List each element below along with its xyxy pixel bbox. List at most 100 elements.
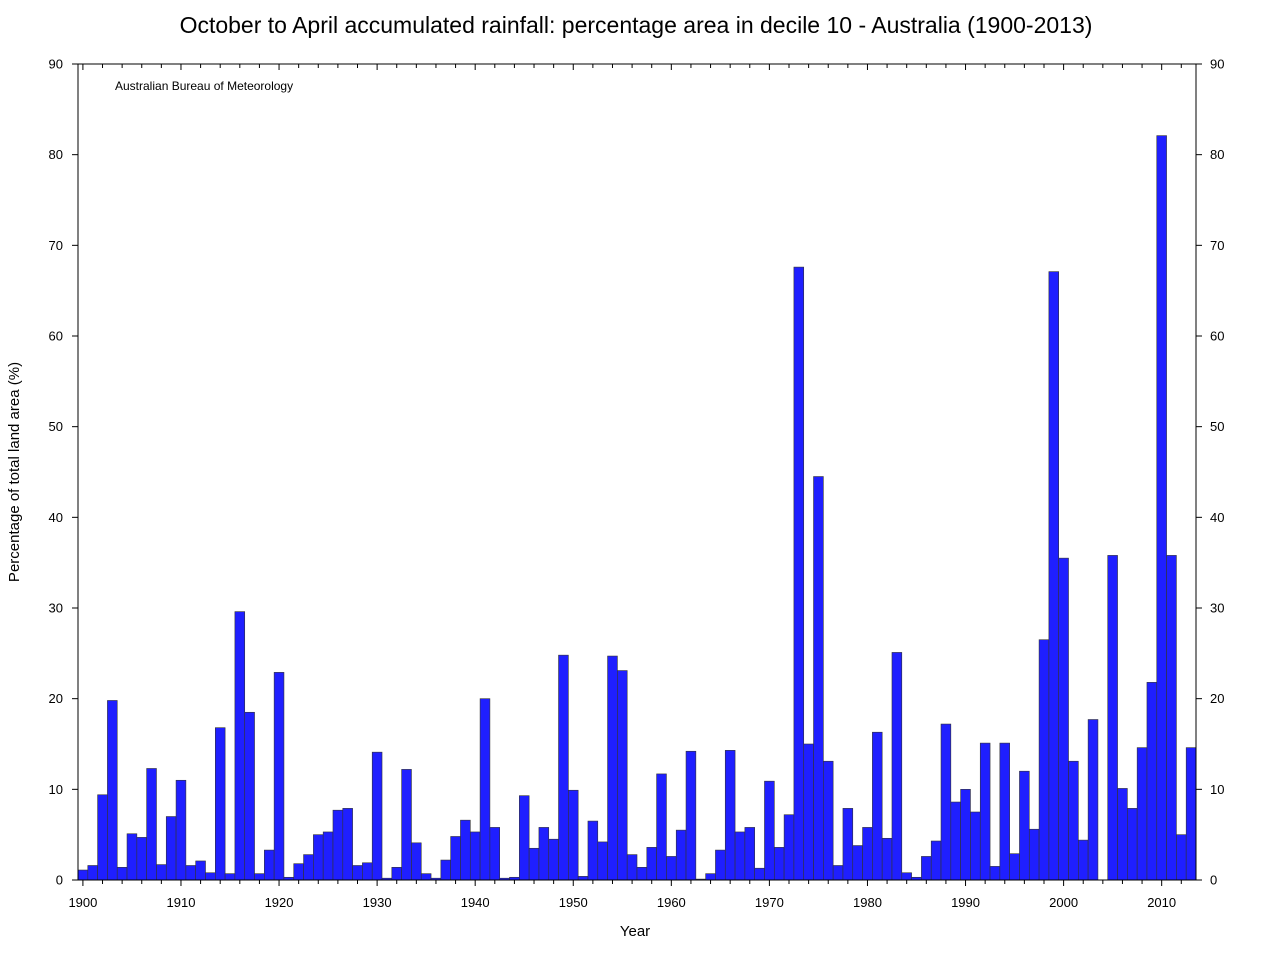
bar-1917 — [244, 711, 255, 881]
bar-1938 — [450, 836, 461, 881]
bar-2011 — [1166, 555, 1177, 881]
bar-1934 — [411, 842, 422, 881]
bar-1960 — [666, 856, 677, 881]
bar-1982 — [881, 837, 893, 881]
y-tick-label-right: 0 — [1210, 873, 1217, 888]
tick-marks — [72, 63, 1202, 886]
bar-1969 — [754, 867, 765, 881]
x-axis-label: Year — [620, 923, 650, 940]
bar-1905 — [126, 833, 138, 881]
bar-2008 — [1136, 747, 1148, 881]
y-tick-label-left: 40 — [49, 510, 63, 525]
y-tick-label-right: 90 — [1210, 57, 1224, 72]
bar-1966 — [724, 750, 736, 881]
bar-2006 — [1117, 788, 1128, 881]
bar-1996 — [1019, 770, 1030, 881]
y-axis-label: Percentage of total land area (%) — [6, 362, 23, 582]
bar-1924 — [313, 834, 324, 881]
x-tick-label: 1900 — [68, 895, 97, 910]
bar-1953 — [597, 841, 608, 881]
bar-1942 — [489, 827, 501, 881]
bar-1990 — [960, 789, 971, 881]
bar-1981 — [872, 731, 883, 881]
x-tick-label: 1920 — [265, 895, 294, 910]
bar-1997 — [1028, 828, 1040, 881]
bar-1995 — [1009, 853, 1020, 881]
bar-1983 — [891, 652, 903, 881]
bar-1915 — [224, 873, 236, 881]
bar-1935 — [420, 873, 432, 881]
bar-1946 — [528, 847, 540, 881]
bar-1923 — [303, 854, 314, 881]
tick-labels: 0 0 10 10 20 20 30 30 40 40 50 50 60 60 70 70 80 80 90 90 19… — [49, 57, 1225, 911]
y-tick-label-right: 60 — [1210, 329, 1224, 344]
bar-2003 — [1087, 719, 1099, 881]
bar-1950 — [568, 789, 579, 881]
bar-1973 — [793, 266, 805, 881]
bar-1974 — [803, 743, 814, 881]
y-tick-label-left: 70 — [49, 238, 63, 253]
bar-1901 — [87, 865, 98, 881]
bar-1978 — [842, 808, 854, 881]
bar-1968 — [744, 827, 755, 881]
bar-1914 — [215, 727, 226, 881]
bar-1932 — [391, 867, 402, 881]
bar-1940 — [469, 831, 481, 881]
bar-1987 — [930, 840, 942, 881]
y-tick-label-left: 50 — [49, 419, 63, 434]
bar-1962 — [685, 750, 697, 881]
bar-1971 — [773, 847, 785, 881]
bar-2001 — [1068, 760, 1079, 881]
y-tick-label-left: 0 — [56, 873, 63, 888]
x-tick-label: 1990 — [951, 895, 980, 910]
y-tick-label-left: 90 — [49, 57, 63, 72]
bar-1979 — [852, 845, 863, 881]
y-tick-label-left: 10 — [49, 782, 63, 797]
bar-1907 — [146, 768, 157, 881]
x-tick-label: 1940 — [461, 895, 490, 910]
bar-1904 — [116, 867, 128, 881]
y-tick-label-right: 80 — [1210, 147, 1224, 162]
bar-1912 — [195, 860, 206, 881]
x-tick-label: 1960 — [657, 895, 686, 910]
bar-1955 — [617, 670, 628, 881]
bar-1999 — [1048, 271, 1060, 881]
bar-1945 — [519, 795, 530, 881]
bar-1949 — [558, 654, 569, 881]
bar-1948 — [548, 838, 559, 881]
bar-1984 — [901, 872, 912, 881]
bar-1956 — [626, 854, 638, 881]
bar-1926 — [332, 809, 344, 881]
y-tick-label-left: 20 — [49, 691, 63, 706]
y-tick-label-right: 70 — [1210, 238, 1224, 253]
bar-1941 — [479, 698, 491, 881]
bar-2007 — [1127, 808, 1138, 881]
bar-1959 — [656, 773, 667, 881]
bar-1970 — [764, 780, 775, 881]
bar-1925 — [322, 831, 334, 881]
bar-1908 — [156, 864, 167, 881]
bar-1902 — [97, 794, 108, 881]
x-tick-label: 1980 — [853, 895, 882, 910]
bar-1961 — [675, 829, 687, 881]
y-tick-label-left: 60 — [49, 329, 63, 344]
y-tick-label-left: 30 — [49, 601, 63, 616]
bar-2000 — [1058, 557, 1069, 881]
y-tick-label-right: 20 — [1210, 691, 1224, 706]
credit-annotation: Australian Bureau of Meteorology — [115, 79, 293, 93]
bar-2009 — [1146, 682, 1158, 881]
bar-1930 — [371, 751, 383, 881]
bar-1965 — [715, 849, 726, 881]
bar-1933 — [401, 769, 412, 881]
x-tick-label: 1930 — [363, 895, 392, 910]
bar-1991 — [970, 811, 981, 881]
bar-1916 — [234, 611, 246, 881]
bar-1958 — [646, 847, 657, 881]
bar-1909 — [165, 816, 177, 881]
y-tick-label-left: 80 — [49, 147, 63, 162]
bar-1939 — [460, 819, 471, 881]
bar-1911 — [185, 865, 196, 881]
bar-1989 — [950, 801, 961, 881]
bar-1928 — [352, 865, 363, 881]
bar-1998 — [1038, 639, 1050, 881]
